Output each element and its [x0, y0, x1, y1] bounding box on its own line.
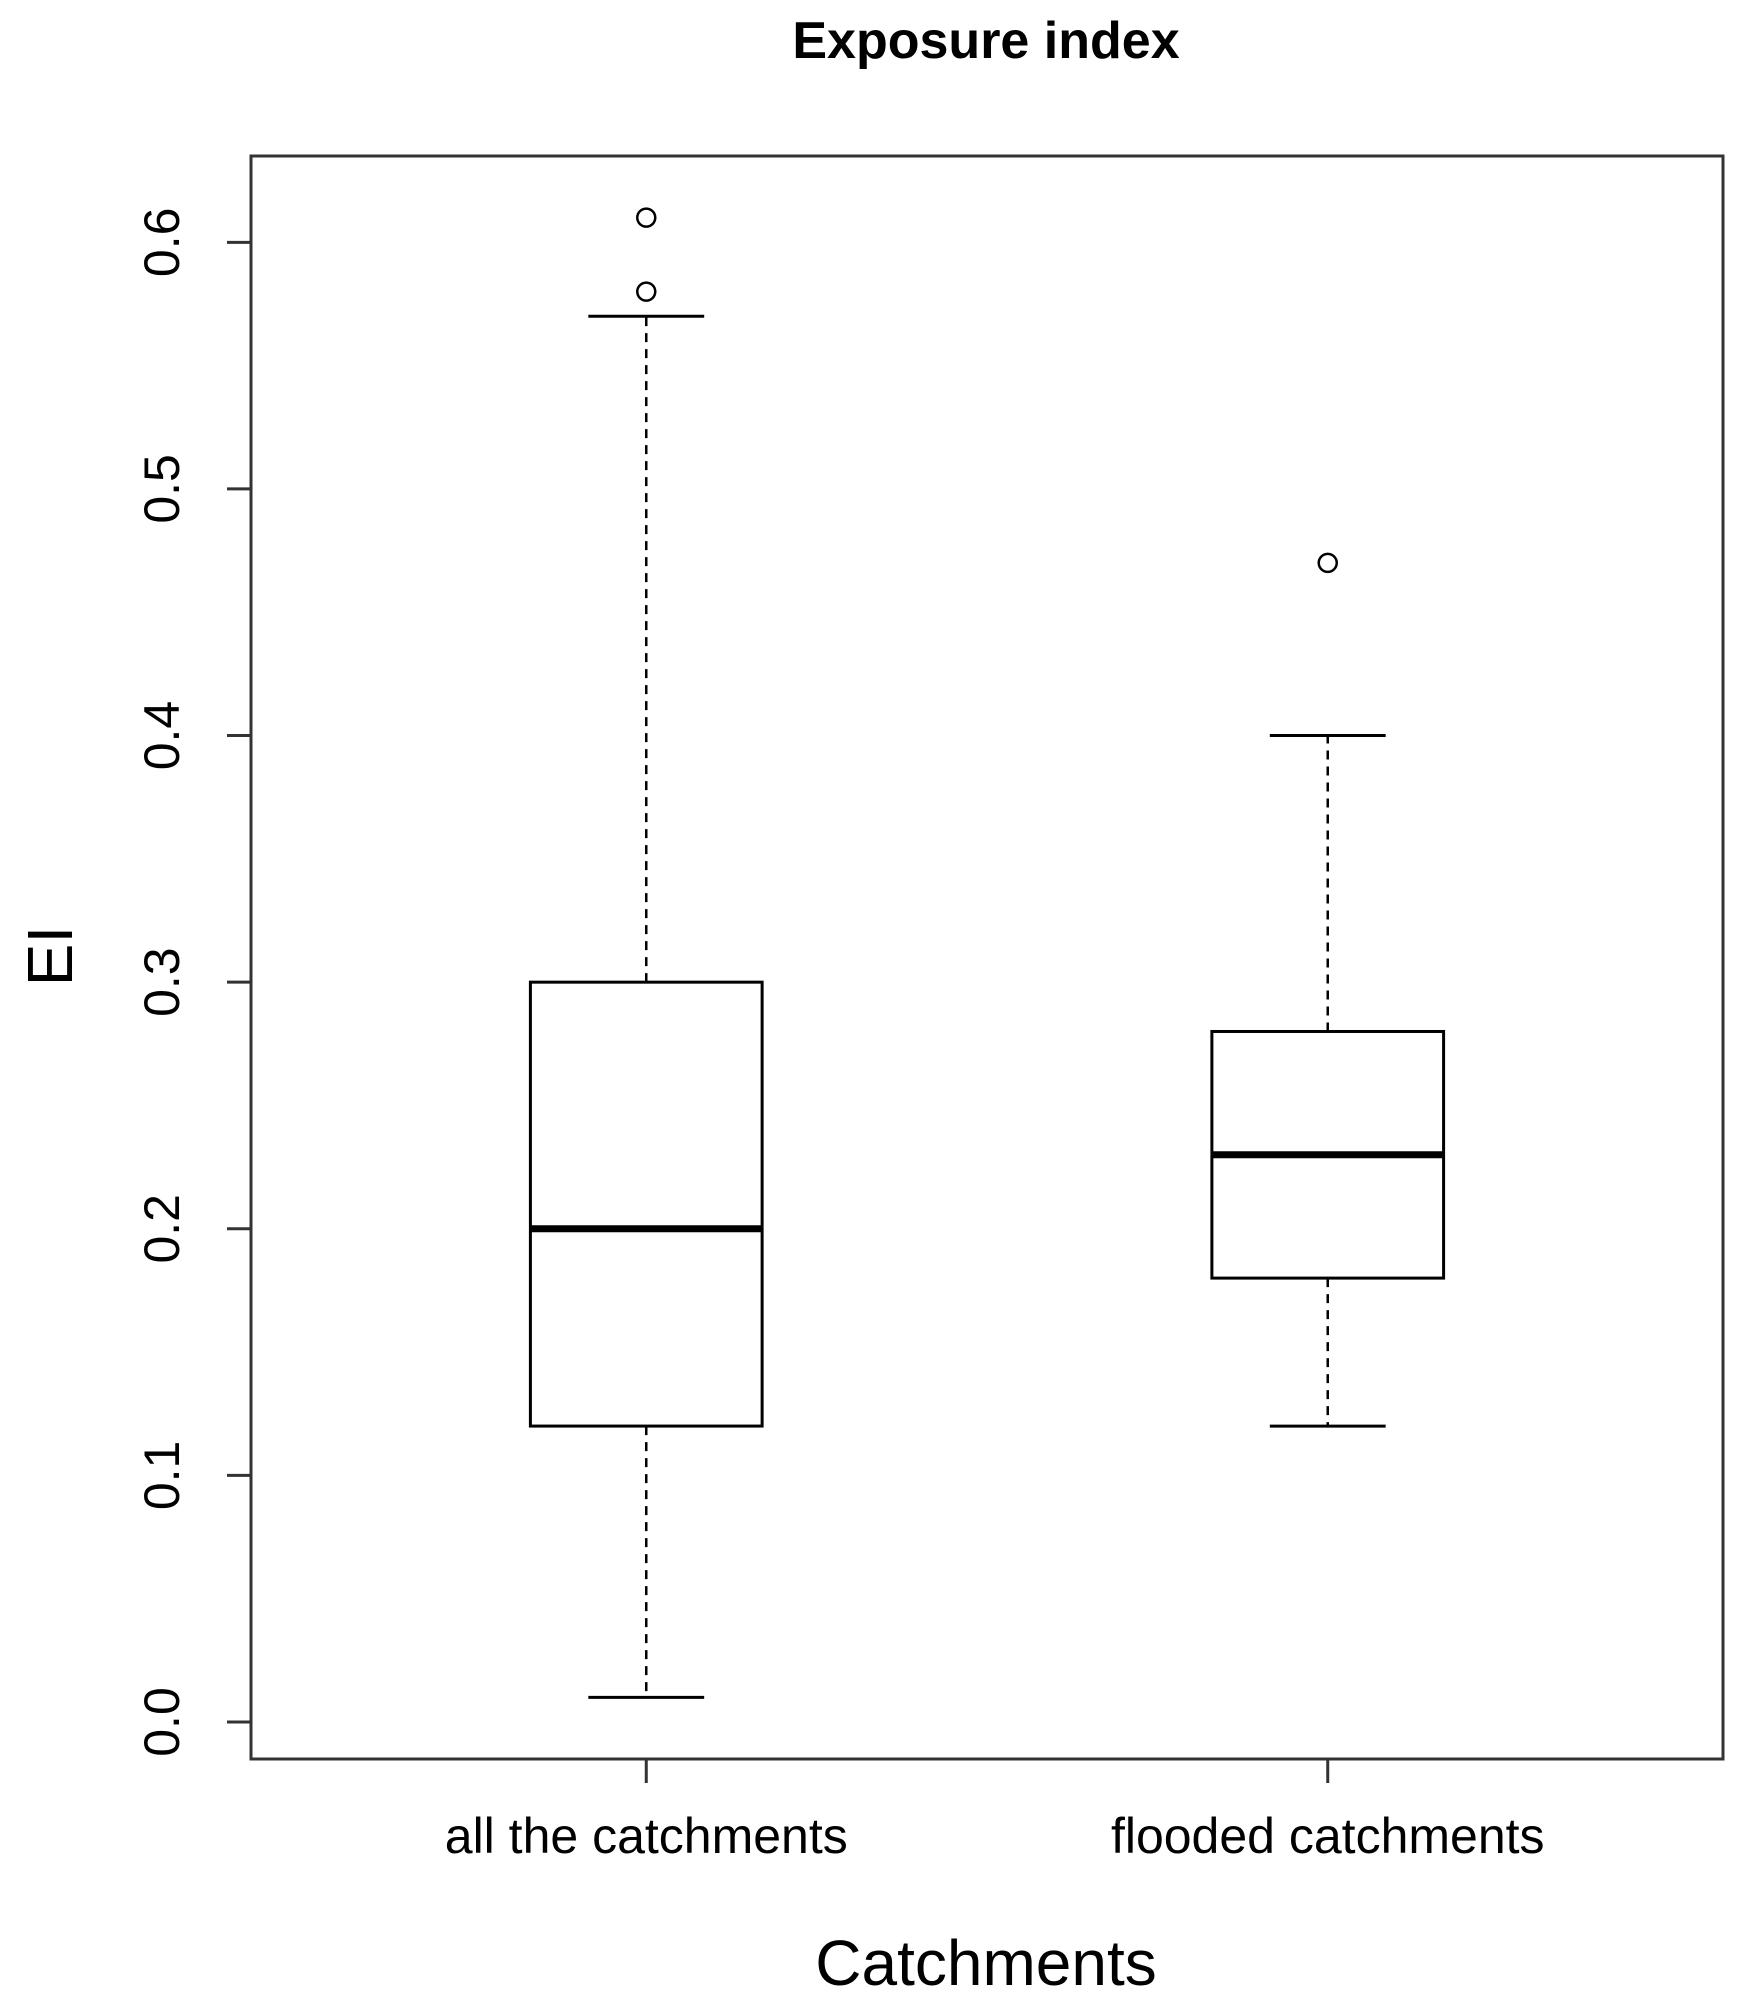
outlier-point: [636, 207, 657, 228]
x-axis-label: Catchments: [815, 1927, 1156, 1999]
boxes-layer: [528, 207, 1446, 1699]
y-tick-label: 0.0: [134, 1687, 190, 1757]
iqr-box: [528, 980, 764, 1428]
y-tick-label: 0.6: [134, 208, 190, 278]
box-group: [1210, 552, 1446, 1428]
plot-frame: [249, 154, 1725, 1761]
outlier-point: [1317, 552, 1338, 574]
y-tick-label: 0.3: [134, 947, 190, 1017]
y-axis: 0.0 0.1 0.2 0.3 0.4 0.5 0.6: [134, 208, 251, 1757]
x-tick-label: flooded catchments: [1111, 1808, 1545, 1864]
x-axis: all the catchments flooded catchments: [445, 1759, 1545, 1864]
x-tick-label: all the catchments: [445, 1808, 848, 1864]
y-tick-label: 0.5: [134, 454, 190, 524]
y-tick-label: 0.1: [134, 1441, 190, 1511]
y-tick-label: 0.2: [134, 1194, 190, 1264]
y-axis-label: EI: [14, 926, 86, 986]
y-tick-label: 0.4: [134, 701, 190, 771]
chart-title: Exposure index: [792, 12, 1179, 70]
outlier-point: [636, 281, 657, 302]
box-group: [528, 207, 764, 1699]
